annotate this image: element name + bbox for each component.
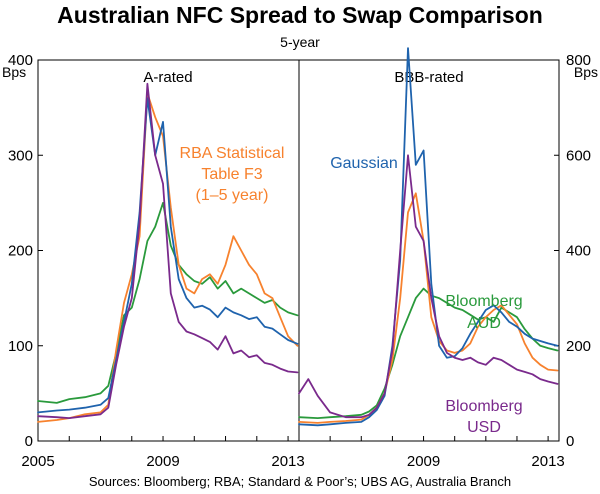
ytick-label-left: 100 (8, 338, 33, 355)
chart-title: Australian NFC Spread to Swap Comparison (57, 2, 543, 28)
ytick-label-right: 0 (566, 433, 574, 450)
series-line-bloomberg-aud (37, 201, 299, 404)
xtick-label: 2013 (271, 453, 304, 470)
ytick-label-right: 400 (566, 243, 591, 260)
xtick-label: 2009 (407, 453, 440, 470)
right-axis-unit: Bps (574, 64, 598, 80)
chart-subtitle: 5-year (280, 34, 320, 50)
series-line-ubs-ag (37, 97, 299, 414)
ytick-label-left: 0 (25, 433, 33, 450)
annotation-bloomberg-usd-line1: Bloomberg (445, 398, 522, 415)
annotation-rba-f3-line3: (1–5 year) (196, 187, 269, 204)
xtick-label: 2009 (146, 453, 179, 470)
series-line-bloomberg-usd (298, 154, 559, 419)
annotation-bloomberg-usd-line2: USD (467, 419, 501, 436)
annotation-gaussian: Gaussian (330, 155, 398, 172)
left-axis-unit: Bps (2, 64, 26, 80)
series-line-bloomberg-aud (298, 287, 559, 420)
series-line-bloomberg-usd (37, 82, 299, 420)
annotation-rba-f3-line2: Table F3 (201, 166, 262, 183)
annotation-bloomberg-aud-line2: AUD (467, 315, 501, 332)
series-layer (37, 47, 559, 427)
ytick-label-right: 800 (566, 52, 591, 69)
ytick-label-right: 600 (566, 147, 591, 164)
xtick-label: 2013 (531, 453, 564, 470)
ytick-label-left: 300 (8, 147, 33, 164)
annotation-rba-f3-line1: RBA Statistical (180, 145, 285, 162)
ytick-label-left: 400 (8, 52, 33, 69)
series-line-gaussian (298, 47, 559, 427)
ytick-label-left: 200 (8, 243, 33, 260)
source-note: Sources: Bloomberg; RBA; Standard & Poor… (88, 474, 512, 489)
panel-title-bbb-rated: BBB-rated (394, 69, 463, 86)
panel-title-a-rated: A-rated (143, 69, 192, 86)
ytick-label-right: 200 (566, 338, 591, 355)
annotation-bloomberg-aud-line1: Bloomberg (445, 293, 522, 310)
xtick-label: 2005 (21, 453, 54, 470)
series-line-rba-statistical-table-f3-1-5-year- (37, 92, 299, 423)
